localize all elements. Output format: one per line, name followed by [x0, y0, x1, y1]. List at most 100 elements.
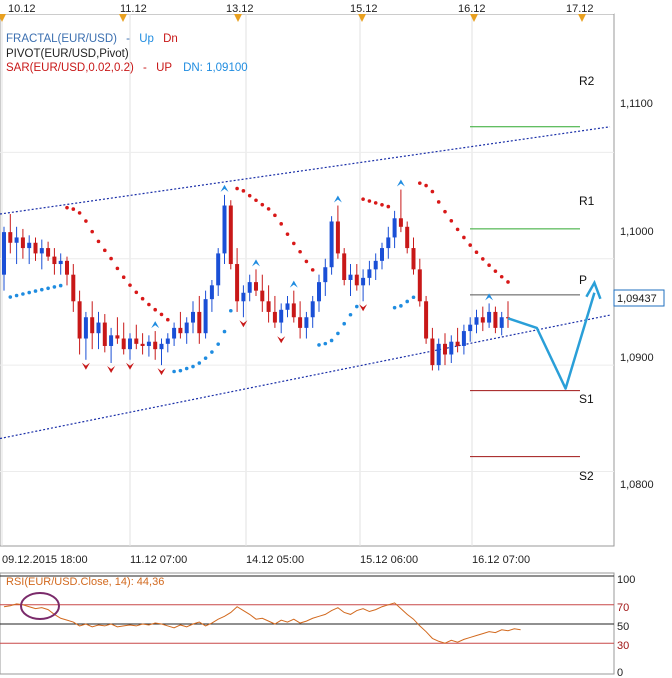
- candle-body: [203, 299, 208, 334]
- candle-body: [455, 341, 460, 346]
- candle-body: [128, 338, 132, 350]
- candle-body: [317, 282, 321, 302]
- candle-body: [65, 260, 69, 275]
- sar-dot-dn: [481, 257, 485, 261]
- fractal-dn: [277, 336, 286, 344]
- session-marker: [234, 14, 242, 22]
- candle-body: [216, 253, 221, 286]
- sar-dot-dn: [153, 307, 157, 312]
- candle-body: [443, 343, 447, 355]
- candle-body: [449, 341, 454, 355]
- sar-dot-up: [222, 329, 227, 334]
- rsi-level-label: 50: [617, 621, 629, 633]
- sar-dot-up: [317, 343, 321, 347]
- sar-dot-dn: [71, 207, 76, 211]
- bottom-date-label: 16.12 07:00: [472, 554, 530, 566]
- pivot-label-r2: R2: [579, 74, 595, 88]
- sar-dot-dn: [474, 250, 479, 255]
- pivot-labels: R2 R1 P S1 S2: [579, 74, 595, 483]
- candle-body: [291, 303, 296, 318]
- candle-body: [2, 232, 6, 275]
- forecast-path: [507, 279, 602, 390]
- sar-dot-dn: [493, 269, 498, 273]
- fractal-markers: [81, 179, 494, 376]
- candle-body: [348, 274, 353, 280]
- sar-dot-dn: [279, 222, 284, 226]
- candle-body: [474, 317, 479, 325]
- pivot-levels: [470, 126, 580, 458]
- candle-body: [121, 338, 126, 350]
- candle-body: [254, 282, 258, 291]
- rsi-level-label: 0: [617, 667, 623, 678]
- fractal-up: [151, 321, 160, 329]
- candle-body: [493, 311, 498, 328]
- sar-dot-dn: [298, 249, 302, 254]
- bottom-date-axis: 09.12.2015 18:00 11.12 07:00 14.12 05:00…: [2, 554, 530, 566]
- candle-body: [191, 311, 195, 323]
- sar-dot-dn: [430, 189, 435, 194]
- legend-pivot: PIVOT(EUR/USD,Pivot): [6, 48, 129, 60]
- sar-dot-up: [178, 368, 183, 373]
- sar-dot-dn: [90, 229, 94, 234]
- top-date-label: 16.12: [458, 3, 486, 15]
- sar-dot-up: [46, 286, 50, 291]
- sar-dot-dn: [506, 280, 510, 284]
- sar-dot-up: [191, 364, 195, 369]
- sar-dot-dn: [121, 275, 126, 280]
- vertical-gridlines: [1, 14, 473, 546]
- fractal-up: [289, 280, 298, 288]
- candle-body: [480, 317, 485, 323]
- candle-body: [335, 221, 340, 254]
- sar-dot-up: [329, 338, 334, 343]
- rsi-level-label: 100: [617, 574, 635, 586]
- rsi-series: [3, 602, 521, 644]
- candle-body: [8, 232, 13, 243]
- candle-body: [153, 341, 158, 350]
- candle-body: [487, 311, 492, 323]
- candle-body: [146, 341, 151, 346]
- sar-dot-dn: [373, 201, 378, 205]
- sar-dot-up: [216, 342, 220, 346]
- legend-sar-dn: DN: 1,09100: [183, 62, 248, 74]
- sar-dot-up: [21, 292, 25, 296]
- candle-body: [77, 301, 82, 339]
- fractal-up: [252, 259, 260, 267]
- time-axis-strip: [0, 0, 614, 14]
- candle-body: [228, 205, 233, 265]
- candle-body: [165, 338, 170, 344]
- sar-dot-dn: [260, 202, 265, 207]
- sar-dot-dn: [436, 200, 441, 204]
- candle-body: [310, 301, 315, 318]
- sar-dot-up: [405, 299, 410, 304]
- rsi-level-label: 70: [617, 602, 629, 614]
- sar-dot-dn: [109, 256, 113, 261]
- fractal-up: [485, 293, 494, 301]
- pivot-label-s2: S2: [579, 469, 594, 483]
- sar-dot-dn: [159, 312, 164, 317]
- session-marker: [358, 14, 366, 22]
- candle-body: [115, 335, 120, 339]
- price-tick-label: 1,0800: [620, 479, 654, 491]
- session-marker: [0, 14, 6, 22]
- top-date-label: 13.12: [226, 3, 254, 15]
- candle-body: [380, 248, 384, 261]
- fractal-dn: [126, 362, 134, 370]
- candle-body: [20, 237, 25, 249]
- candle-body: [235, 264, 240, 302]
- top-date-label: 15.12: [350, 3, 378, 15]
- sar-dot-dn: [367, 199, 372, 203]
- sar-dot-dn: [247, 193, 252, 198]
- candle-body: [436, 343, 441, 366]
- candle-body: [386, 237, 391, 249]
- sar-dot-up: [336, 331, 340, 336]
- candle-body: [468, 324, 473, 332]
- candle-body: [298, 317, 303, 328]
- sar-dot-up: [355, 304, 359, 309]
- rsi-levels: [0, 575, 614, 644]
- sar-dot-dn: [462, 235, 466, 240]
- sar-dot-up: [210, 350, 214, 354]
- sar-dot-up: [203, 356, 208, 360]
- sar-dot-dn: [166, 317, 170, 322]
- indicator-legend: FRACTAL(EUR/USD) - Up Dn PIVOT(EUR/USD,P…: [6, 33, 248, 74]
